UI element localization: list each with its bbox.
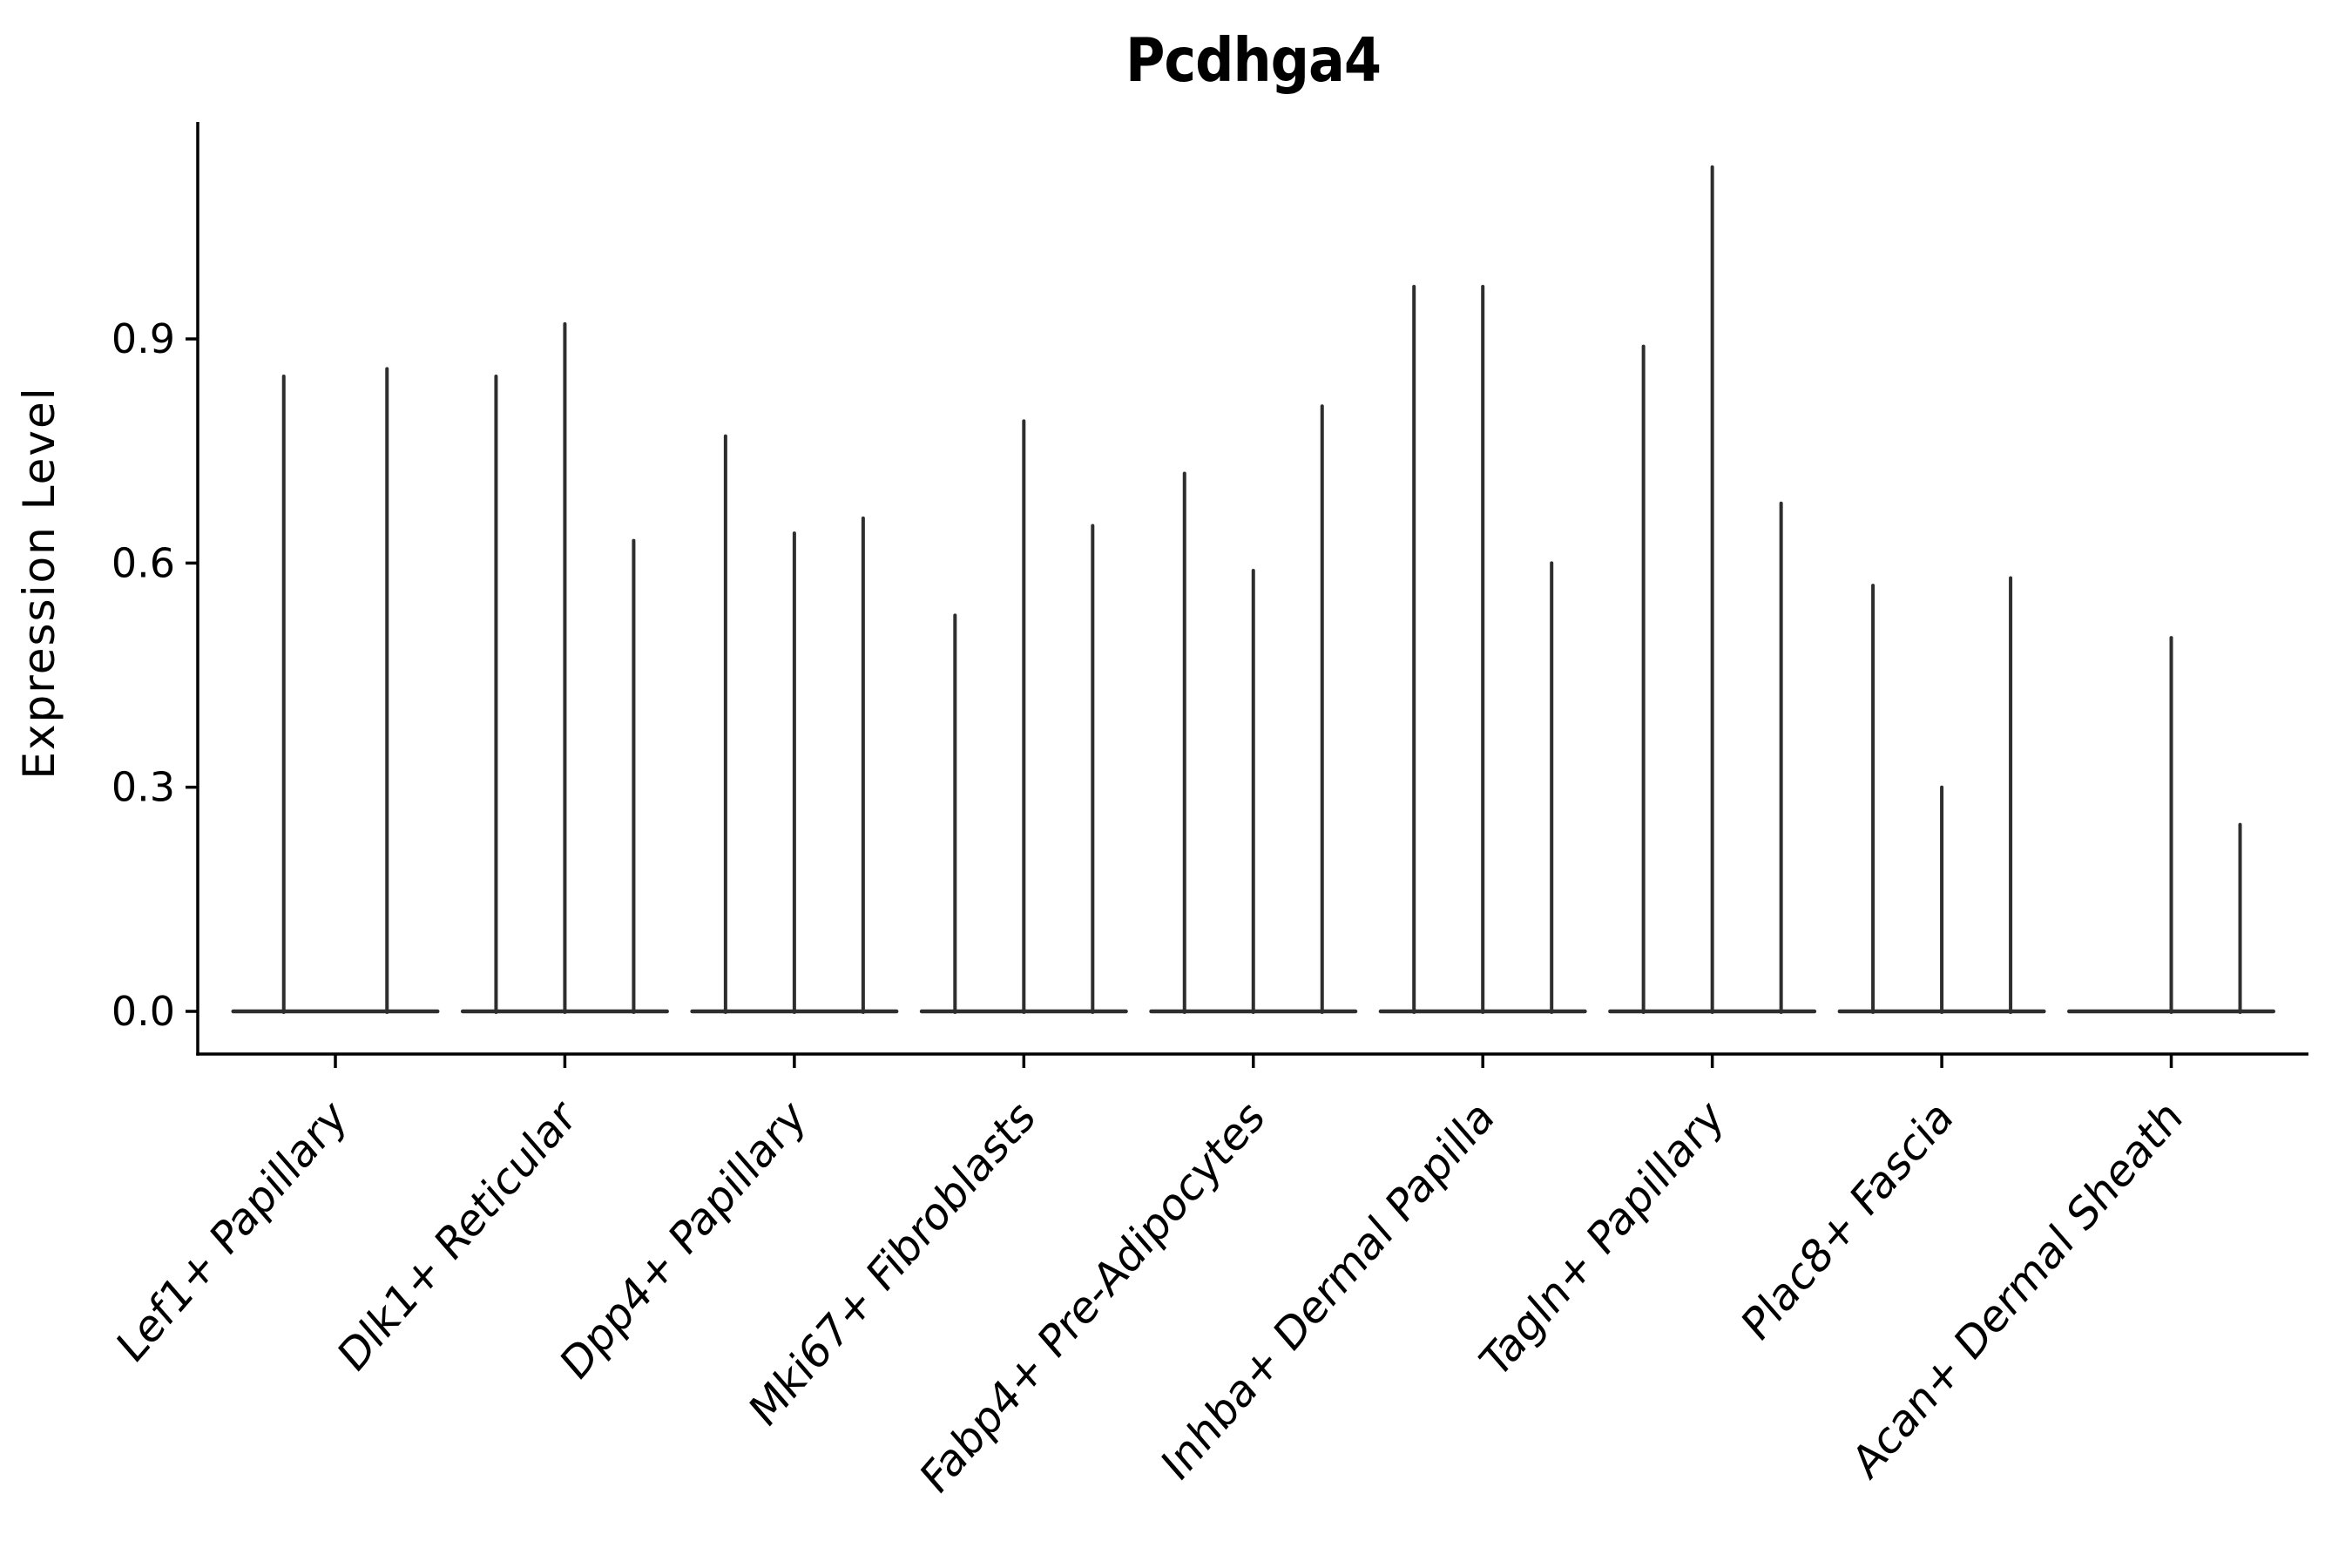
x-tick-label: Dpp4+ Papillary [552, 1089, 814, 1390]
x-tick-label: Dlk1+ Reticular [329, 1089, 585, 1382]
y-tick-label: 0.0 [112, 988, 175, 1035]
violin-baseline [231, 1009, 440, 1014]
x-tick-label: Lef1+ Papillary [108, 1089, 355, 1373]
x-tick-label: Tagln+ Papillary [1471, 1089, 1732, 1389]
y-tick-label: 0.6 [112, 539, 175, 586]
y-tick-label: 0.9 [112, 315, 175, 362]
y-tick-label: 0.3 [112, 764, 175, 811]
chart-title: Pcdhga4 [1125, 24, 1382, 96]
x-tick-label: Plac8+ Fascia [1734, 1089, 1962, 1352]
